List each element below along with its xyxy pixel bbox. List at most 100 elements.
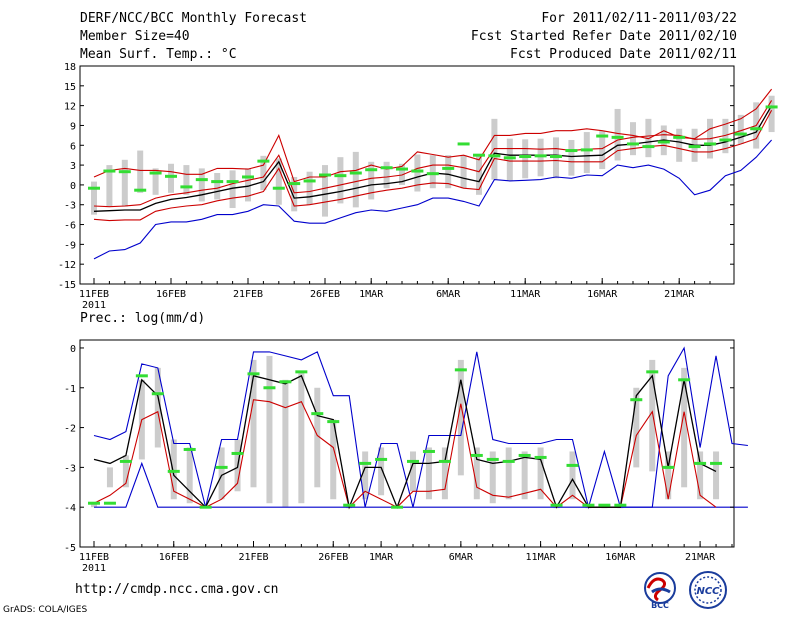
bcc-logo-text: BCC [651, 601, 669, 610]
spread-bar [537, 447, 544, 500]
panel-precipitation: -5 -4 -3 -2 -1 0 11FEB 16FEB 21FEB 26FEB 1MAR 6MAR 1… [64, 311, 748, 574]
spread-bar [630, 122, 636, 156]
y-tick-label: 12 [64, 102, 76, 113]
panel-temperature: -15 -12 -9 -6 -3 0 3 6 9 12 15 18 11FEB 16FEB 21FEB 26F… [58, 62, 778, 311]
spread-bar [649, 359, 656, 472]
spread-bar [330, 419, 337, 500]
member-size: Member Size=40 [80, 29, 190, 44]
spread-bar [368, 161, 375, 200]
spread-bar [306, 171, 313, 205]
y-tick-label: -6 [64, 221, 76, 232]
spread-bar [282, 379, 289, 508]
spread-bar [137, 150, 144, 193]
spread-bar [429, 155, 436, 189]
spread-bar [229, 170, 236, 209]
spread-bar [218, 447, 225, 500]
spread-bar [521, 451, 528, 500]
spread-bar [91, 503, 97, 508]
spread-bar [425, 447, 432, 500]
spread-bar [568, 139, 575, 176]
series-max-line [93, 139, 773, 260]
spread-bar [569, 451, 576, 500]
spread-bar [106, 165, 113, 207]
y-tick-label: 0 [70, 181, 76, 192]
y-tick-label: -9 [64, 240, 76, 251]
chart-title: DERF/NCC/BCC Monthly Forecast [80, 11, 307, 26]
spread-bar [399, 163, 405, 185]
spread-bar [154, 367, 161, 448]
x-tick-label: 6MAR [449, 552, 474, 563]
forecast-period: For 2011/02/11-2011/03/22 [541, 11, 737, 26]
spread-bar [245, 168, 251, 202]
spread-bar [122, 455, 129, 488]
spread-bar [106, 467, 113, 488]
y-tick-label: -2 [64, 424, 76, 435]
spread-bar [183, 165, 190, 195]
spread-bar [170, 439, 177, 500]
spread-bar [266, 355, 273, 504]
spread-bar [665, 451, 672, 500]
x-year-label: 2011 [82, 300, 106, 311]
ncc-logo-icon: NCC [689, 571, 727, 609]
x-tick-label: 1MAR [369, 552, 394, 563]
spread-bar [383, 161, 390, 189]
spread-bar [362, 451, 369, 500]
variable-label: Mean Surf. Temp.: °C [80, 47, 237, 62]
spread-bar [460, 155, 467, 189]
y-tick-label: -15 [58, 280, 76, 291]
spread-bar [198, 168, 205, 202]
spread-bar [352, 151, 359, 208]
spread-bar [489, 451, 496, 504]
spread-bar [633, 387, 640, 468]
x-tick-label: 16MAR [587, 289, 618, 300]
spread-bar [260, 155, 267, 191]
spread-bar [337, 157, 344, 204]
spread-bar [168, 163, 174, 193]
spread-bar [676, 128, 683, 162]
x-tick-label: 6MAR [436, 289, 461, 300]
bcc-logo-icon: BCC [644, 572, 676, 610]
spread-bar [457, 359, 464, 476]
spread-bar [737, 114, 744, 144]
series-mean-line [93, 374, 717, 510]
spread-bar [614, 108, 621, 161]
x-tick-label: 26FEB [318, 552, 348, 563]
x-tick-label: 16FEB [159, 552, 189, 563]
spread-bar [298, 371, 305, 504]
x-tick-label: 21MAR [685, 552, 716, 563]
spread-bar [152, 168, 159, 195]
x-tick-label: 11MAR [510, 289, 541, 300]
series-mean-lower-line [93, 100, 773, 208]
y-tick-label: 6 [70, 141, 76, 152]
spread-bar [250, 359, 257, 488]
spread-bar [681, 367, 688, 488]
spread-bar [275, 158, 282, 205]
spread-bar [722, 118, 729, 154]
y-tick-label: -5 [64, 543, 76, 554]
website-url[interactable]: http://cmdp.ncc.cma.gov.cn [75, 582, 279, 597]
y-tick-label: -3 [64, 463, 76, 474]
spread-bar [473, 447, 480, 500]
spread-bar [186, 447, 193, 504]
x-tick-label: 11FEB [79, 552, 109, 563]
spread-bar [537, 138, 544, 177]
y-tick-label: 3 [70, 161, 76, 172]
spread-bar [697, 451, 704, 500]
forecast-produced-date: Fcst Produced Date 2011/02/11 [510, 47, 737, 62]
spread-bar [768, 95, 775, 133]
spread-bar [522, 139, 529, 179]
spread-bar [410, 451, 416, 492]
x-tick-label: 1MAR [359, 289, 384, 300]
x-tick-label: 16FEB [156, 289, 186, 300]
x-tick-label: 16MAR [605, 552, 636, 563]
spread-bar [214, 173, 221, 200]
grads-credit: GrADS: COLA/IGES [3, 605, 88, 615]
y-tick-label: 15 [64, 82, 76, 93]
spread-bar [121, 159, 128, 207]
forecast-start-date: Fcst Started Refer Date 2011/02/10 [470, 29, 737, 44]
spread-bar [583, 132, 590, 174]
x-tick-label: 11MAR [526, 552, 557, 563]
x-year-label: 2011 [82, 563, 106, 574]
ncc-logo-text: NCC [696, 586, 720, 597]
